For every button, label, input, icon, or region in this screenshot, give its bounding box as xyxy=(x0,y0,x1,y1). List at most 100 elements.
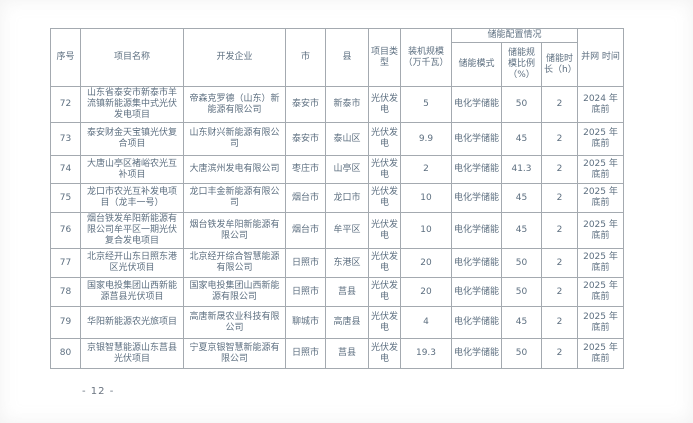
cell-grid-time: 2025 年底前 xyxy=(577,248,624,278)
cell-storage-ratio: 45 xyxy=(501,183,542,213)
cell-storage-mode: 电化学储能 xyxy=(451,122,502,156)
cell-storage-mode: 电化学储能 xyxy=(451,155,502,184)
cell-storage-ratio: 41.3 xyxy=(501,155,542,184)
cell-grid-time: 2025 年底前 xyxy=(577,155,624,184)
cell-storage-ratio: 50 xyxy=(501,277,542,307)
cell-developer: 高唐新晟农业科技有限公司 xyxy=(183,306,286,339)
cell-capacity: 2 xyxy=(400,155,452,184)
cell-capacity: 9.9 xyxy=(400,122,452,156)
cell-storage-mode: 电化学储能 xyxy=(451,212,502,249)
cell-project-name: 泰安财金天宝镇光伏复合项目 xyxy=(80,122,184,156)
cell-storage-duration: 2 xyxy=(541,212,578,249)
table-row: 74 大唐山亭区褚峪农光互补项目 大唐滨州发电有限公司 枣庄市 山亭区 光伏发电… xyxy=(50,155,624,184)
cell-county: 高唐县 xyxy=(325,306,369,339)
cell-storage-mode: 电化学储能 xyxy=(451,183,502,213)
col-header-developer: 开发企业 xyxy=(183,28,286,87)
cell-city: 聊城市 xyxy=(285,306,326,339)
cell-project-name: 京银智慧能源山东莒县光伏项目 xyxy=(80,338,184,369)
cell-storage-ratio: 45 xyxy=(501,306,542,339)
cell-county: 莒县 xyxy=(325,338,369,369)
cell-project-name: 龙口市农光互补发电项目（龙丰一号） xyxy=(80,183,184,213)
cell-grid-time: 2025 年底前 xyxy=(577,122,624,156)
cell-storage-ratio: 50 xyxy=(501,338,542,369)
cell-no: 77 xyxy=(50,248,81,278)
cell-project-type: 光伏发电 xyxy=(368,183,401,213)
cell-no: 73 xyxy=(50,122,81,156)
cell-storage-mode: 电化学储能 xyxy=(451,338,502,369)
col-header-city: 市 xyxy=(285,28,326,87)
cell-capacity: 4 xyxy=(400,306,452,339)
col-header-no: 序号 xyxy=(50,28,81,87)
cell-developer: 北京经开综合智慧能源有限公司 xyxy=(183,248,286,278)
col-header-storage-mode: 储能模式 xyxy=(451,42,502,87)
cell-developer: 龙口丰金新能源有限公司 xyxy=(183,183,286,213)
cell-project-type: 光伏发电 xyxy=(368,86,401,123)
cell-developer: 烟台铁发牟阳新能源有限公司 xyxy=(183,212,286,249)
cell-storage-mode: 电化学储能 xyxy=(451,248,502,278)
cell-capacity: 19.3 xyxy=(400,338,452,369)
cell-storage-mode: 电化学储能 xyxy=(451,306,502,339)
col-header-storage-duration: 储能时长（h） xyxy=(541,42,578,87)
cell-storage-ratio: 50 xyxy=(501,86,542,123)
cell-no: 78 xyxy=(50,277,81,307)
col-header-storage-ratio: 储能规模比例（%） xyxy=(501,42,542,87)
table-row: 75 龙口市农光互补发电项目（龙丰一号） 龙口丰金新能源有限公司 烟台市 龙口市… xyxy=(50,183,624,213)
page-number: - 12 - xyxy=(82,386,115,397)
cell-storage-mode: 电化学储能 xyxy=(451,86,502,123)
col-header-project-name: 项目名称 xyxy=(80,28,184,87)
cell-storage-mode: 电化学储能 xyxy=(451,277,502,307)
cell-capacity: 10 xyxy=(400,212,452,249)
cell-project-type: 光伏发电 xyxy=(368,277,401,307)
cell-capacity: 5 xyxy=(400,86,452,123)
cell-project-name: 国家电投集团山西新能源莒县光伏项目 xyxy=(80,277,184,307)
cell-storage-duration: 2 xyxy=(541,248,578,278)
cell-county: 牟平区 xyxy=(325,212,369,249)
cell-storage-ratio: 45 xyxy=(501,212,542,249)
cell-city: 日照市 xyxy=(285,248,326,278)
col-header-county: 县 xyxy=(325,28,369,87)
cell-project-name: 北京经开山东日照东港区光伏项目 xyxy=(80,248,184,278)
cell-no: 76 xyxy=(50,212,81,249)
col-header-project-type: 项目类型 xyxy=(368,28,401,87)
cell-storage-ratio: 45 xyxy=(501,122,542,156)
cell-project-name: 山东省泰安市新泰市羊流镇新能源集中式光伏发电项目 xyxy=(80,86,184,123)
cell-no: 72 xyxy=(50,86,81,123)
cell-storage-ratio: 50 xyxy=(501,248,542,278)
cell-project-type: 光伏发电 xyxy=(368,212,401,249)
table-row: 76 烟台铁发牟阳新能源有限公司牟平区一期光伏复合发电项目 烟台铁发牟阳新能源有… xyxy=(50,212,624,249)
cell-county: 东港区 xyxy=(325,248,369,278)
cell-project-name: 烟台铁发牟阳新能源有限公司牟平区一期光伏复合发电项目 xyxy=(80,212,184,249)
cell-storage-duration: 2 xyxy=(541,277,578,307)
cell-city: 烟台市 xyxy=(285,183,326,213)
table-row: 77 北京经开山东日照东港区光伏项目 北京经开综合智慧能源有限公司 日照市 东港… xyxy=(50,248,624,278)
cell-city: 烟台市 xyxy=(285,212,326,249)
cell-capacity: 20 xyxy=(400,277,452,307)
cell-no: 80 xyxy=(50,338,81,369)
cell-project-type: 光伏发电 xyxy=(368,248,401,278)
cell-no: 79 xyxy=(50,306,81,339)
cell-developer: 大唐滨州发电有限公司 xyxy=(183,155,286,184)
cell-storage-duration: 2 xyxy=(541,338,578,369)
cell-developer: 国家电投集团山西新能源有限公司 xyxy=(183,277,286,307)
cell-grid-time: 2025 年底前 xyxy=(577,338,624,369)
table-header-group-row: 序号 项目名称 开发企业 市 县 项目类型 装机规模（万千瓦） 储能配置情况 并… xyxy=(50,28,624,87)
cell-grid-time: 2024 年底前 xyxy=(577,86,624,123)
cell-county: 新泰市 xyxy=(325,86,369,123)
cell-project-type: 光伏发电 xyxy=(368,306,401,339)
cell-capacity: 10 xyxy=(400,183,452,213)
cell-storage-duration: 2 xyxy=(541,183,578,213)
table-row: 78 国家电投集团山西新能源莒县光伏项目 国家电投集团山西新能源有限公司 日照市… xyxy=(50,277,624,307)
cell-project-type: 光伏发电 xyxy=(368,155,401,184)
cell-grid-time: 2025 年底前 xyxy=(577,306,624,339)
cell-city: 日照市 xyxy=(285,277,326,307)
table-header-sub-row: 储能模式 储能规模比例（%） 储能时长（h） xyxy=(51,42,624,87)
cell-storage-duration: 2 xyxy=(541,122,578,156)
cell-project-type: 光伏发电 xyxy=(368,122,401,156)
projects-table: 序号 项目名称 开发企业 市 县 项目类型 装机规模（万千瓦） 储能配置情况 并… xyxy=(50,28,624,369)
cell-grid-time: 2025 年底前 xyxy=(577,183,624,213)
col-header-capacity: 装机规模（万千瓦） xyxy=(400,28,452,87)
cell-no: 74 xyxy=(50,155,81,184)
cell-city: 泰安市 xyxy=(285,86,326,123)
cell-city: 日照市 xyxy=(285,338,326,369)
